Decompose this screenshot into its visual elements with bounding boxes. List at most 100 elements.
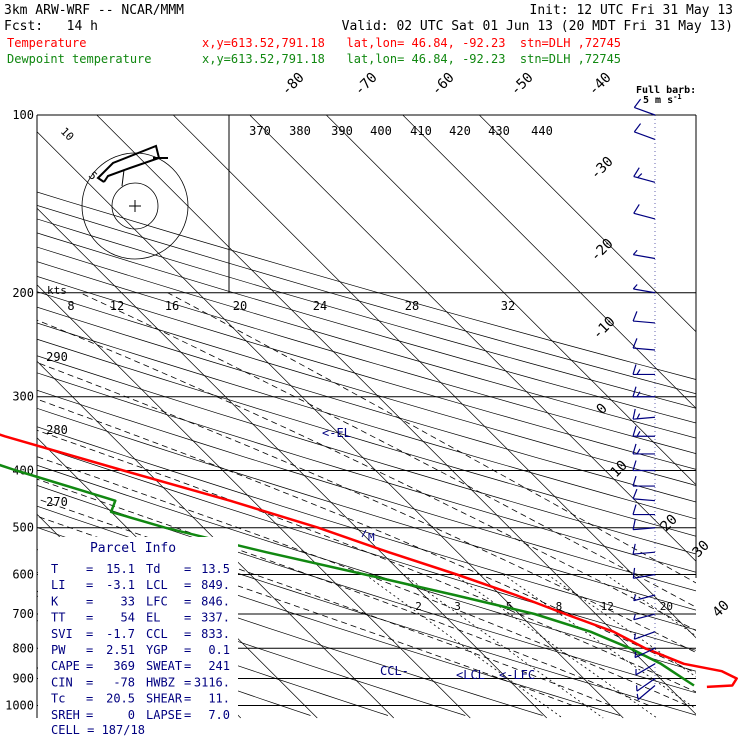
parcel-key: T (51, 562, 58, 576)
dry-adiabat (37, 115, 696, 716)
parcel-value: 20.5 (106, 692, 135, 706)
parcel-value: -3.1 (106, 578, 135, 592)
ccl-marker: CCL- (380, 664, 409, 678)
dry-adiabat (37, 115, 696, 716)
parcel-key: HWBZ (146, 675, 175, 689)
parcel-eq: = (184, 578, 191, 592)
parcel-value: 33 (121, 594, 135, 608)
barb-flag (632, 488, 638, 500)
lfc-marker: <-LFC (499, 668, 535, 682)
upper-axis-label: 28 (405, 299, 419, 313)
parcel-eq: = (184, 611, 191, 625)
parcel-key: Tc (51, 692, 65, 706)
dry-adiabat (37, 115, 696, 716)
hodograph-units-label: kts (47, 284, 67, 297)
parcel-eq: = (184, 594, 191, 608)
dry-adiabat (37, 115, 389, 716)
barb-staff (633, 254, 656, 260)
barb-flag (632, 408, 636, 420)
wind-barb (632, 386, 655, 398)
pressure-label: 600 (12, 567, 34, 581)
mixing-ratio-label: 12 (601, 600, 614, 613)
mixing-ratio-label: 8 (556, 600, 563, 613)
wind-barb (632, 408, 656, 420)
barb-flag (636, 430, 641, 437)
skewt-grid: 2 3 5 8 12 201002003004005006007008009001000-… (5, 70, 733, 719)
parcel-eq: = (86, 708, 93, 722)
temperature-line (0, 433, 738, 689)
mixing-ratio-line (454, 574, 658, 719)
grid-lines: 2 3 5 8 12 20 (37, 115, 696, 719)
wind-barb (634, 647, 656, 659)
isotherm-label: -40 (586, 70, 615, 99)
mixing-ratio-line (365, 574, 563, 719)
dry-adiabat (37, 115, 696, 716)
isotherm-label: -10 (590, 314, 619, 343)
barb-staff (633, 176, 656, 183)
isotherm (173, 115, 696, 719)
pressure-label: 300 (12, 390, 34, 404)
parcel-value: 0 (128, 708, 135, 722)
barb-flag (632, 460, 637, 471)
parcel-value: 7.0 (208, 708, 230, 722)
barb-staff (633, 594, 656, 602)
upper-axis-label: 16 (165, 299, 179, 313)
parcel-eq: = (184, 627, 191, 641)
barb-flag (637, 173, 643, 179)
temperature-location-info: x,y=613.52,791.18 lat,lon= 46.84, -92.23… (202, 36, 621, 50)
dry-adiabat-label: 270 (46, 495, 68, 509)
moist-adiabat (80, 292, 696, 706)
parcel-key: K (51, 594, 59, 608)
wind-barb (633, 613, 656, 621)
wind-barbs (632, 98, 656, 701)
isotherm (249, 115, 696, 719)
parcel-eq: = (86, 578, 93, 592)
hodograph: 5 10 (58, 125, 189, 260)
moist-adiabat (167, 292, 696, 706)
parcel-value: 13.5 (201, 562, 230, 576)
wind-barb (632, 249, 656, 260)
moist-adiabat (37, 292, 696, 706)
dry-adiabat (37, 115, 696, 716)
model-title: 3km ARW-WRF -- NCAR/MMM (4, 3, 184, 18)
parcel-key: TT (51, 611, 65, 625)
wind-barb (632, 443, 655, 455)
parcel-key: PW (51, 643, 66, 657)
dry-adiabat (37, 115, 696, 716)
barb-flag (634, 651, 637, 658)
mixing-ratio-label: 20 (660, 600, 673, 613)
barb-flag (632, 311, 638, 322)
isotherm (479, 115, 696, 719)
barb-staff (633, 551, 656, 555)
parcel-eq: = (86, 611, 93, 625)
barb-key-label: Full barb: (636, 85, 696, 96)
hodograph-ring-label: 10 (58, 125, 77, 144)
dry-adiabat-label: 410 (410, 124, 432, 138)
parcel-value: -1.7 (106, 627, 135, 641)
parcel-value: 369 (113, 659, 135, 673)
pressure-label: 500 (12, 521, 34, 535)
barb-flag (632, 519, 636, 530)
parcel-eq: = (184, 643, 191, 657)
barb-flag (633, 204, 640, 214)
parcel-key: SREH (51, 708, 80, 722)
barb-flag (636, 391, 641, 398)
barb-staff (635, 663, 656, 676)
wind-barb (633, 167, 656, 183)
barb-staff (633, 288, 656, 294)
dry-adiabat-label: 290 (46, 350, 68, 364)
barb-flag (633, 594, 636, 601)
pressure-label: 100 (12, 108, 34, 122)
parcel-value: 337. (201, 611, 230, 625)
wind-barb (632, 311, 656, 324)
parcel-key: LAPSE (146, 708, 182, 722)
barb-flag (636, 413, 641, 420)
wind-barb (632, 364, 655, 376)
barb-flag (633, 167, 640, 177)
barb-staff (633, 498, 656, 502)
parcel-eq: = (184, 562, 191, 576)
dry-adiabat (37, 115, 696, 716)
barb-flag (632, 567, 636, 579)
parcel-key: EL (146, 611, 160, 625)
parcel-value: 54 (121, 611, 135, 625)
